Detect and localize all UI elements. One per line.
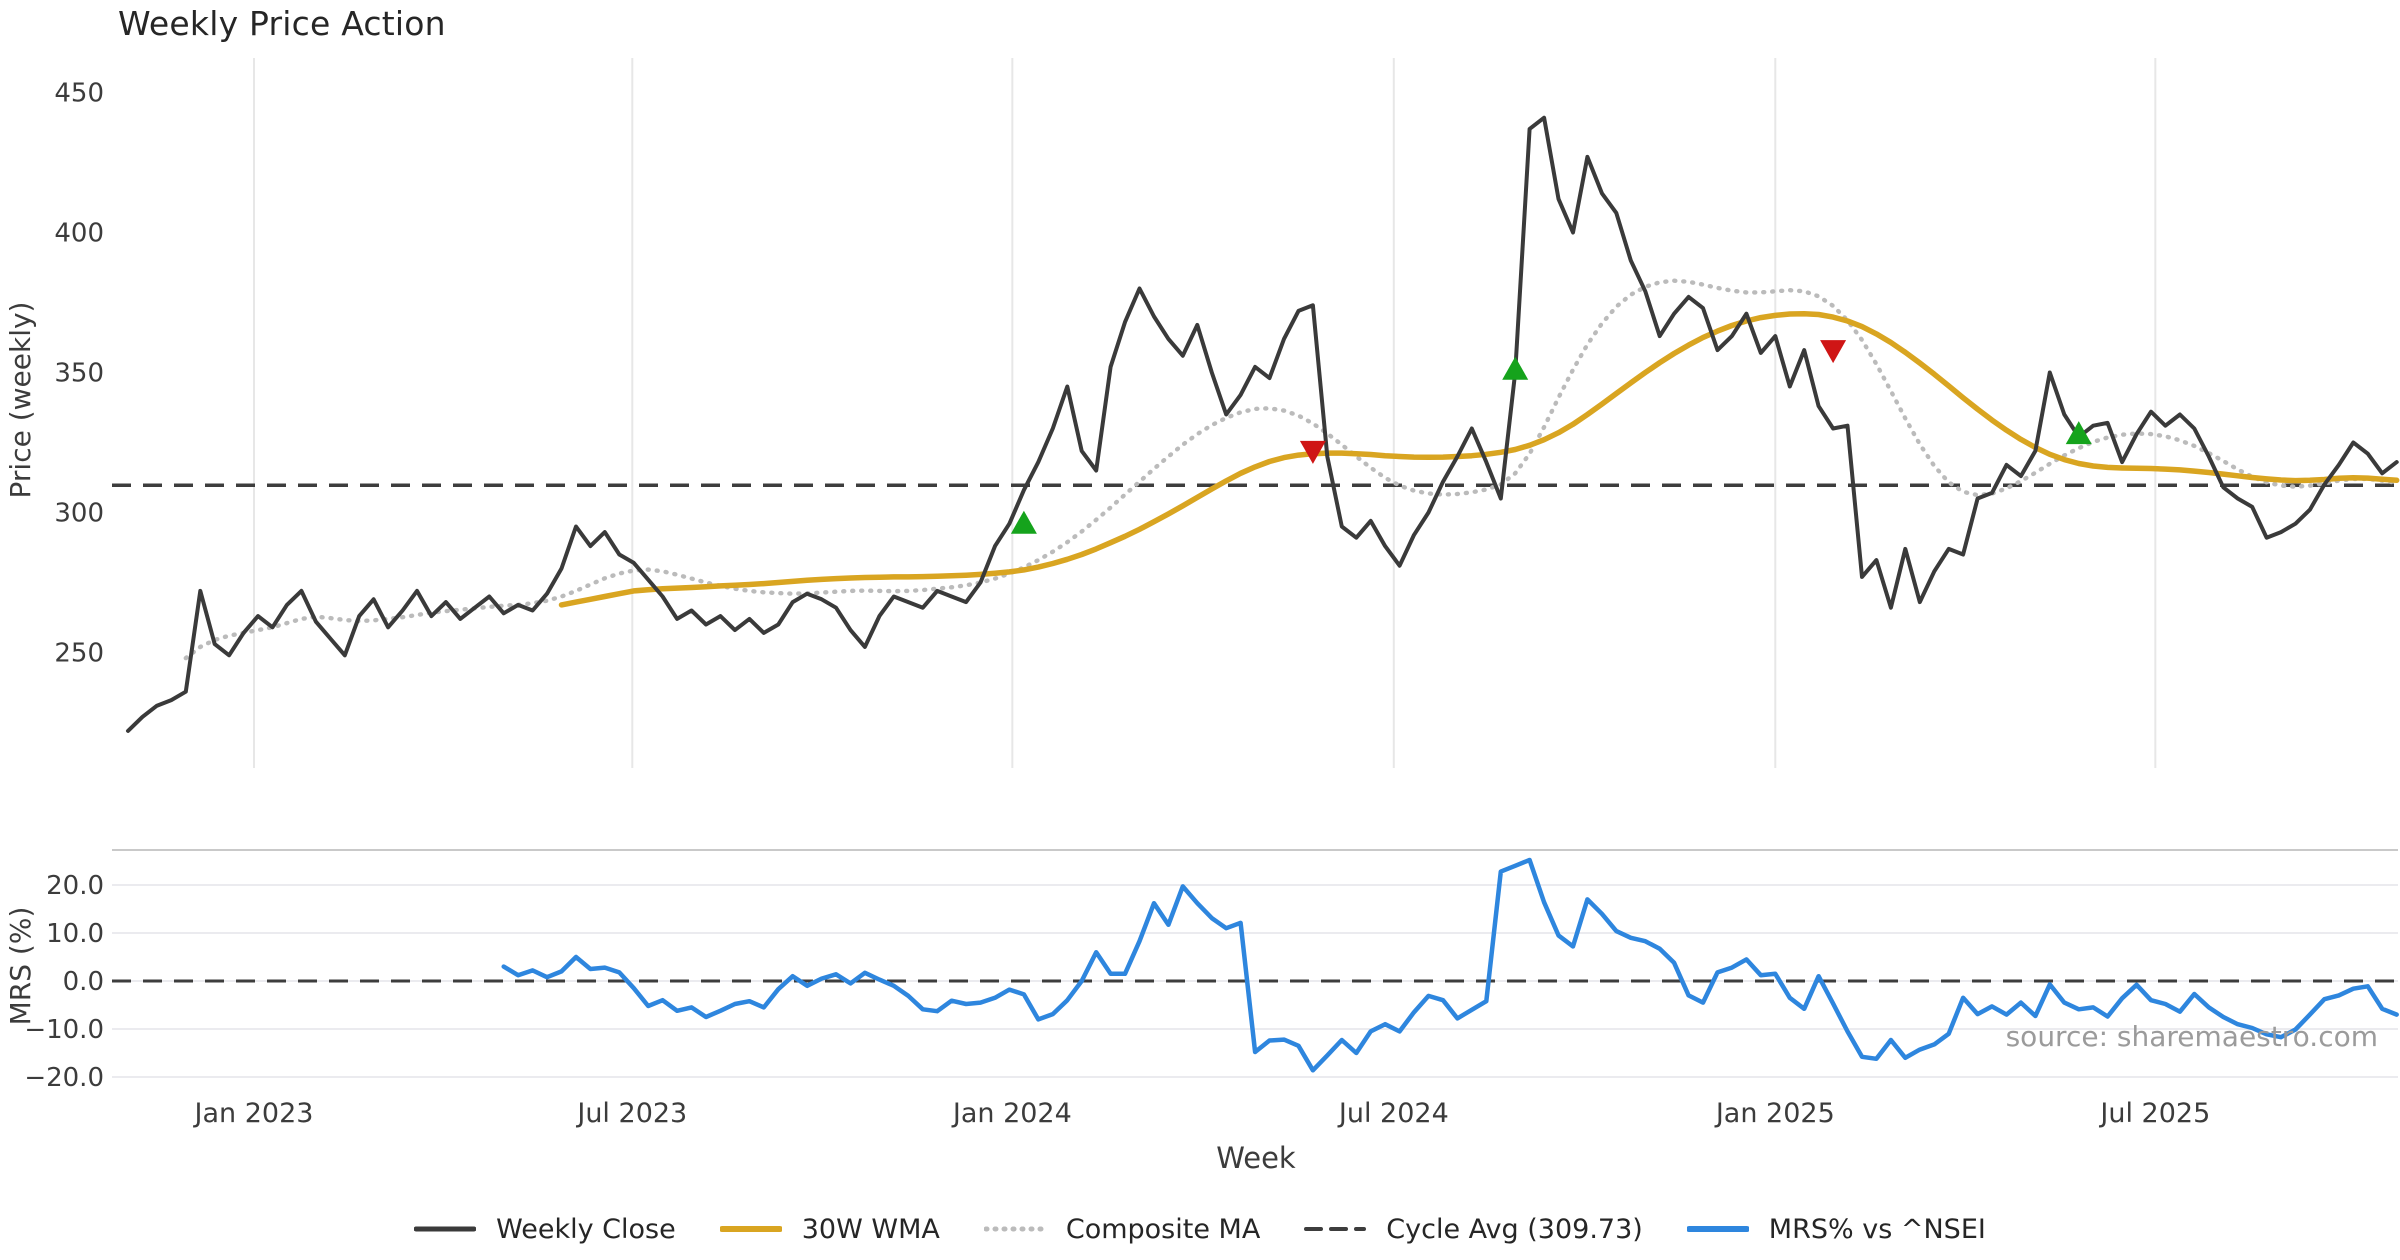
legend-label: Composite MA [1065, 1213, 1261, 1245]
sell-marker-icon [1820, 340, 1847, 364]
mrs-tick-label: −20.0 [24, 1063, 104, 1093]
legend-swatch-solid-icon [719, 1226, 782, 1232]
legend-item: Composite MA [983, 1213, 1261, 1245]
price-tick-label: 250 [54, 639, 104, 669]
legend-swatch-dotted-icon [983, 1226, 1046, 1232]
price-tick-label: 450 [54, 79, 104, 109]
legend-swatch-dashed-icon [1304, 1227, 1367, 1231]
price-tick-label: 300 [54, 499, 104, 529]
legend-label: MRS% vs ^NSEI [1768, 1213, 1986, 1245]
price-axis-label: Price (weekly) [4, 302, 37, 499]
legend: Weekly Close 30W WMA Composite MA Cycle Avg… [0, 1205, 2400, 1253]
chart-title: Weekly Price Action [118, 4, 446, 43]
x-tick-label: Jan 2023 [193, 1098, 314, 1129]
x-tick-label: Jan 2024 [951, 1098, 1072, 1129]
weekly-close-line [126, 115, 2399, 733]
x-tick-label: Jan 2025 [1714, 1098, 1835, 1129]
buy-marker-icon [1010, 510, 1037, 534]
legend-label: 30W WMA [801, 1213, 940, 1245]
price-tick-label: 350 [54, 359, 104, 389]
x-tick-label: Jul 2025 [2098, 1098, 2210, 1129]
legend-item: MRS% vs ^NSEI [1686, 1213, 1986, 1245]
legend-swatch-solid-icon [414, 1226, 477, 1232]
mrs-tick-label: 10.0 [46, 919, 104, 949]
source-attribution: source: sharemaestro.com [2005, 1020, 2378, 1053]
mrs-tick-label: −10.0 [24, 1015, 104, 1045]
composite-ma-line [183, 278, 2399, 661]
x-tick-label: Jul 2023 [575, 1098, 687, 1129]
legend-label: Weekly Close [496, 1213, 676, 1245]
mrs-axis-label: MRS (%) [4, 907, 37, 1026]
x-tick-label: Jul 2024 [1337, 1098, 1449, 1129]
legend-item: 30W WMA [719, 1213, 940, 1245]
legend-swatch-solid-icon [1686, 1226, 1749, 1232]
legend-item: Weekly Close [414, 1214, 676, 1245]
legend-label: Cycle Avg (309.73) [1386, 1213, 1643, 1245]
buy-marker-icon [1502, 356, 1529, 380]
mrs-tick-label: 20.0 [46, 871, 104, 901]
mrs-tick-label: 0.0 [63, 967, 104, 997]
sell-marker-icon [1299, 440, 1326, 464]
mrs-line [501, 857, 2399, 1073]
buy-marker-icon [2065, 421, 2092, 445]
wma-line [558, 310, 2400, 608]
legend-item: Cycle Avg (309.73) [1304, 1214, 1643, 1245]
price-tick-label: 400 [54, 219, 104, 249]
week-axis-label: Week [1216, 1141, 1296, 1175]
